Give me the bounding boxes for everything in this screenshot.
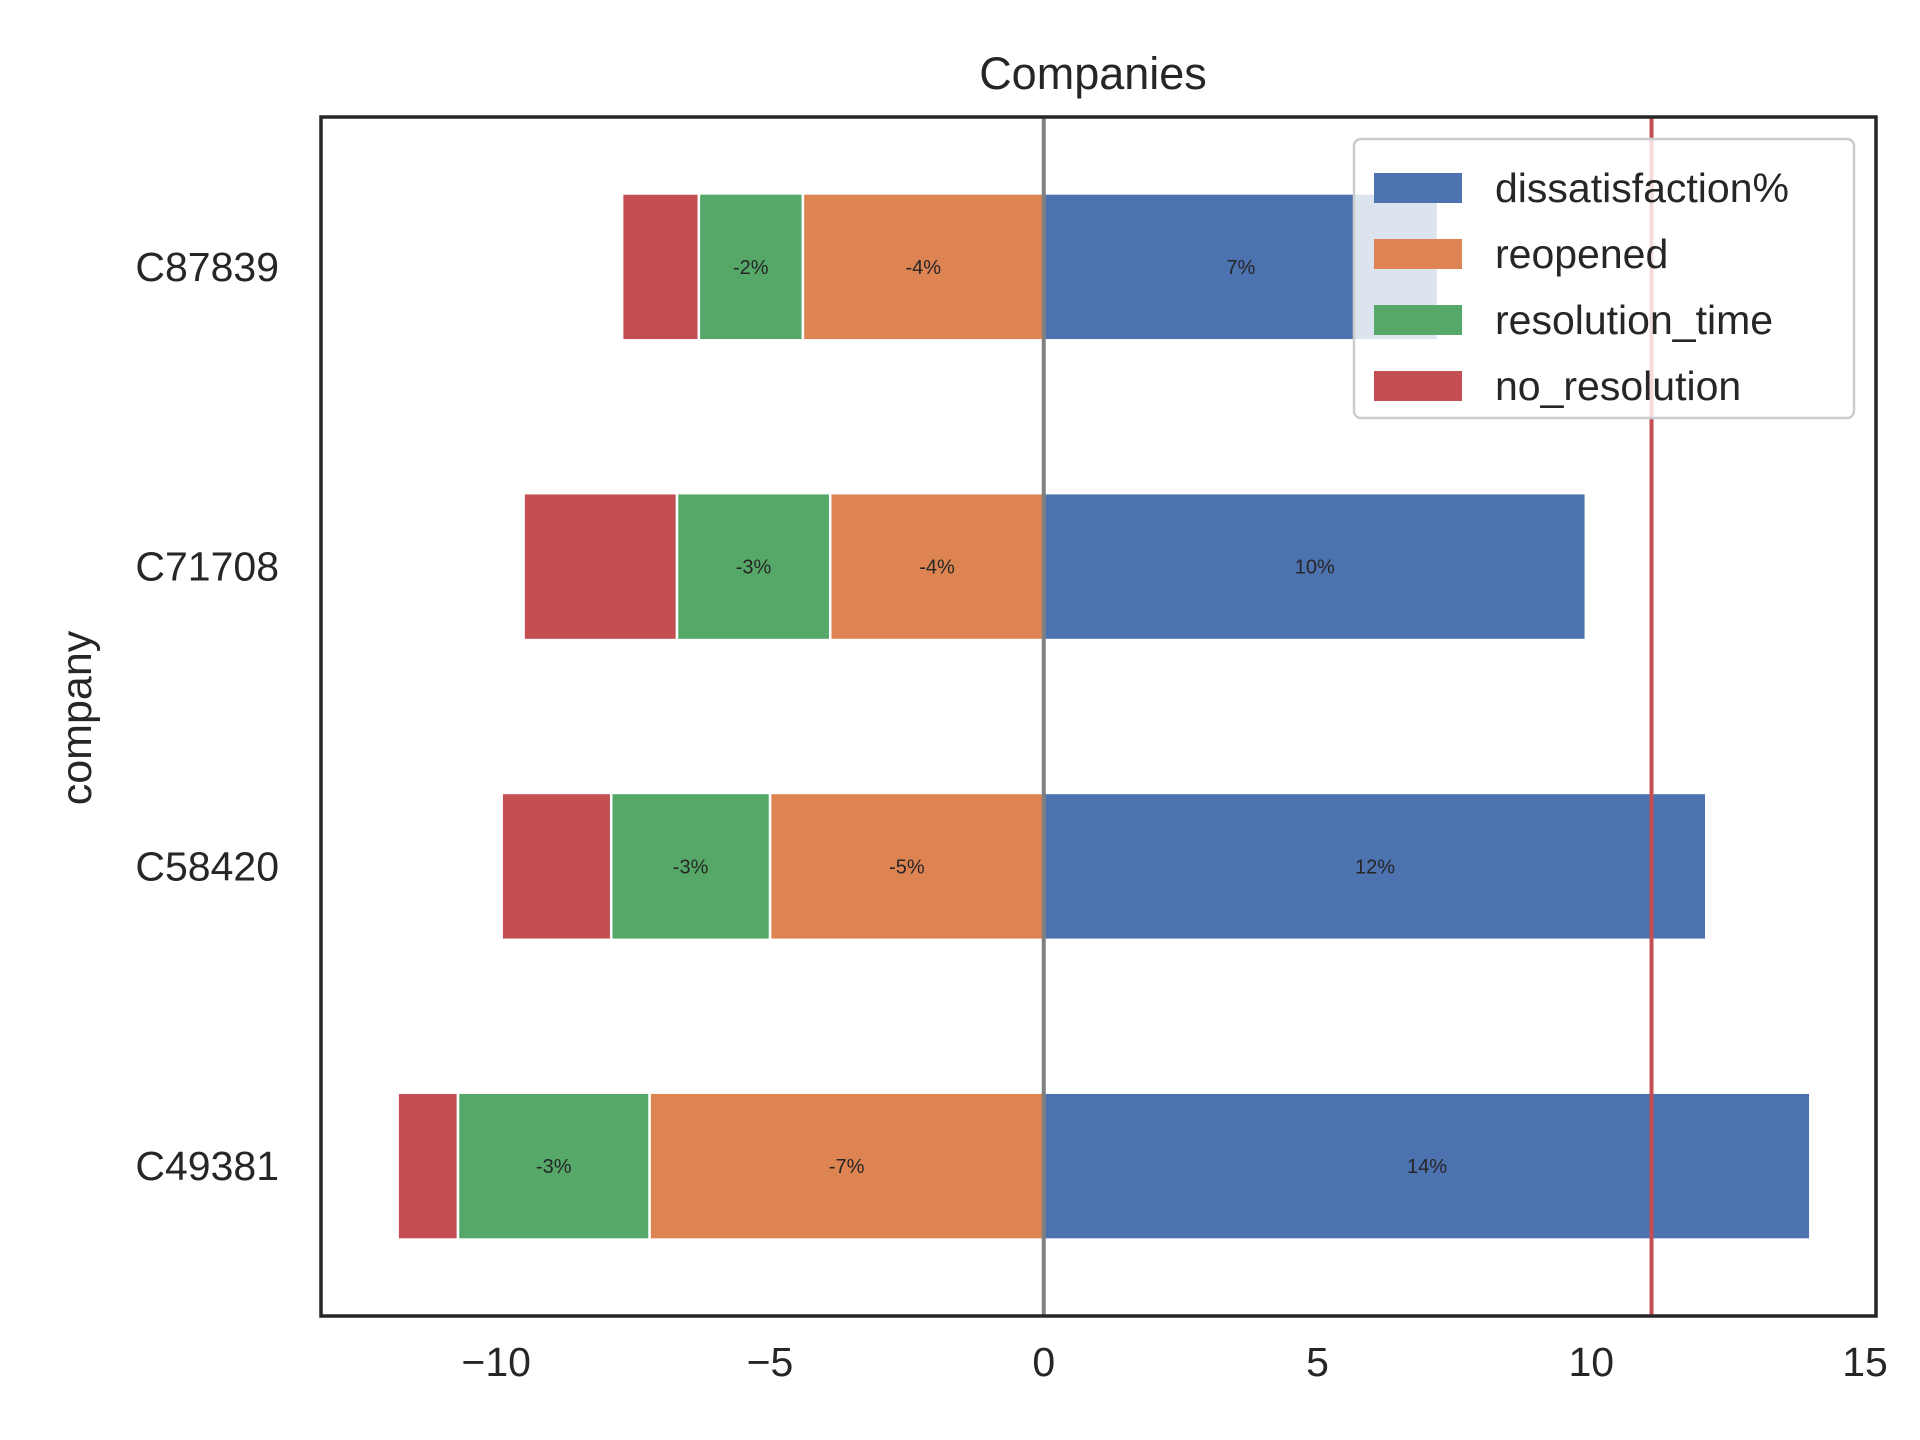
- bar-reopened-c49381: [648, 1091, 1045, 1241]
- legend-label-reopened: reopened: [1495, 231, 1668, 277]
- legend-label-resolution-time: resolution_time: [1495, 297, 1773, 343]
- bar-label-reopened-c49381: -7%: [829, 1156, 865, 1178]
- bars-layer: 7% -4% -2% 10% -4% -3% 12% -5% -3% 14% -7% -3%: [396, 192, 1812, 1241]
- bar-resolution-time-c49381: [456, 1091, 651, 1241]
- x-tick-label: −10: [461, 1339, 531, 1385]
- legend-label-dissatisfaction: dissatisfaction%: [1495, 165, 1789, 211]
- legend-swatch-resolution-time: [1374, 305, 1462, 335]
- bar-label-reopened-c87839: -4%: [905, 257, 941, 279]
- bar-label-reopened-c58420: -5%: [889, 856, 925, 878]
- bar-label-reopened-c71708: -4%: [919, 557, 955, 579]
- x-tick-label: 10: [1568, 1339, 1614, 1385]
- x-tick-label: −5: [747, 1339, 794, 1385]
- bar-reopened-c58420: [768, 791, 1045, 942]
- y-tick-label-c71708: C71708: [135, 544, 279, 590]
- legend-swatch-reopened: [1374, 239, 1462, 269]
- bar-label-resolution-time-c71708: -3%: [736, 557, 772, 579]
- x-tick-label: 0: [1032, 1339, 1055, 1385]
- bar-reopened-c71708: [828, 491, 1045, 642]
- legend-swatch-no-resolution: [1374, 371, 1462, 401]
- bar-dissatisfaction-c58420: [1042, 791, 1708, 942]
- bar-dissatisfaction-c71708: [1042, 491, 1588, 642]
- bar-label-dissatisfaction-c49381: 14%: [1407, 1156, 1447, 1178]
- axes: −10 −5 0 5 10 15 C87839 C71708 C58420 C49381: [135, 115, 1888, 1385]
- y-axis-label: company: [53, 630, 101, 805]
- legend-label-no-resolution: no_resolution: [1495, 363, 1741, 409]
- bar-label-dissatisfaction-c58420: 12%: [1355, 856, 1395, 878]
- legend-swatch-dissatisfaction: [1374, 173, 1462, 203]
- bar-label-resolution-time-c87839: -2%: [733, 257, 769, 279]
- bar-no-resolution-c58420: [500, 791, 613, 942]
- bar-label-dissatisfaction-c87839: 7%: [1226, 257, 1255, 279]
- y-tick-label-c49381: C49381: [135, 1143, 279, 1189]
- chart-title: Companies: [979, 48, 1207, 99]
- y-tick-label-c87839: C87839: [135, 244, 279, 290]
- x-tick-label: 5: [1306, 1339, 1329, 1385]
- y-tick-label-c58420: C58420: [135, 843, 279, 889]
- bar-resolution-time-c71708: [675, 491, 832, 642]
- plot-frame: [319, 115, 1878, 1318]
- bar-no-resolution-c87839: [620, 192, 701, 342]
- x-tick-label: 15: [1842, 1339, 1888, 1385]
- legend-box: [1352, 137, 1856, 420]
- bar-label-resolution-time-c58420: -3%: [673, 856, 709, 878]
- bar-label-dissatisfaction-c71708: 10%: [1295, 557, 1335, 579]
- bar-resolution-time-c58420: [609, 791, 772, 942]
- bar-label-resolution-time-c49381: -3%: [536, 1156, 572, 1178]
- legend: dissatisfaction% reopened resolution_timen…: [1352, 137, 1856, 420]
- bar-no-resolution-c49381: [396, 1091, 460, 1241]
- bar-resolution-time-c87839: [697, 192, 805, 342]
- bar-no-resolution-c71708: [522, 491, 679, 642]
- bar-reopened-c87839: [801, 192, 1045, 342]
